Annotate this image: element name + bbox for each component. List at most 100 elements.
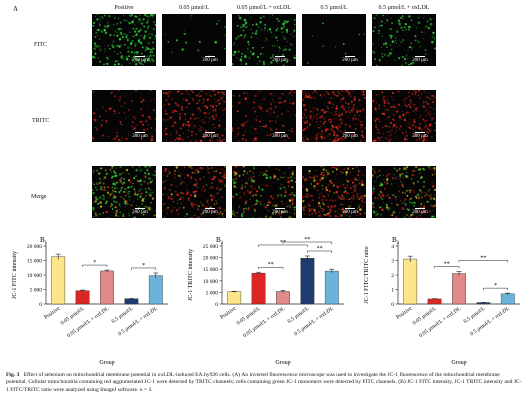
bar <box>100 270 114 305</box>
bar <box>452 273 466 305</box>
category-label: Positive <box>43 305 61 320</box>
scale-bar-label: 200 µm <box>272 210 288 215</box>
y-axis-label: JC-1 TRITC intensity <box>188 249 194 301</box>
y-tick-label: 10 000 <box>203 279 218 285</box>
bar <box>500 293 515 305</box>
scale-bar: 200 µm <box>270 132 290 139</box>
bar <box>476 302 491 305</box>
scale-bar-label: 200 µm <box>202 210 218 215</box>
chart-b2: B₂ 0 5 000 10 000 15 000 20 000 25 000 JC-1 TRI… <box>188 236 344 366</box>
scale-bar: 200 µm <box>130 132 150 139</box>
panel-letter: B₃ <box>392 236 400 244</box>
row-label-tritc: TRITC <box>32 118 50 124</box>
scale-bar: 200 µm <box>130 56 150 63</box>
caption-text: Effect of selenium on mitochondrial memb… <box>6 372 522 393</box>
micrograph-merge-3: 200 µm <box>232 166 296 218</box>
scale-bar: 200 µm <box>200 132 220 139</box>
micrograph-tritc-2: 200 µm <box>162 90 226 142</box>
significance-marker: ** <box>268 262 274 268</box>
x-axis-label: Group <box>275 360 290 366</box>
y-tick-label: 1 <box>391 288 394 294</box>
scale-bar-label: 200 µm <box>202 58 218 63</box>
panel-letter: B₂ <box>216 236 224 244</box>
scale-bar-label: 200 µm <box>272 134 288 139</box>
chart-b1: B₁ 0 5 000 10 000 15 000 20 000 JC-1 FITC inte… <box>12 236 168 366</box>
scale-bar: 200 µm <box>270 208 290 215</box>
scale-bar: 200 µm <box>130 208 150 215</box>
scale-bar: 200 µm <box>340 132 360 139</box>
scale-bar-label: 200 µm <box>342 134 358 139</box>
scale-bar-label: 200 µm <box>342 210 358 215</box>
category-label: Positive <box>219 305 237 320</box>
significance-bracket <box>282 241 333 244</box>
scale-bar-line <box>275 208 285 209</box>
category-label: 0.05 µmol/L + oxLDL <box>66 305 110 339</box>
significance-bracket <box>258 266 284 270</box>
y-tick-label: 25 000 <box>203 244 218 250</box>
column-header-05-oxldl: 0.5 µmol/L + oxLDL <box>378 5 430 11</box>
micrograph-tritc-5: 200 µm <box>372 90 436 142</box>
significance-marker: ** <box>317 246 323 252</box>
chart-b3: B₃ 0 1 2 3 4 JC-1 FITC/TRITC ratio Positive 0.05… <box>364 236 520 366</box>
y-tick-label: 0 <box>391 302 394 308</box>
scale-bar-line <box>345 132 355 133</box>
y-axis-label: JC-1 FITC intensity <box>12 251 18 299</box>
y-tick-label: 0 <box>39 302 42 308</box>
significance-marker: * <box>494 283 497 289</box>
significance-marker: ** <box>444 261 450 267</box>
significance-bracket <box>82 264 108 268</box>
scale-bar: 200 µm <box>410 132 430 139</box>
significance-marker: * <box>93 260 96 266</box>
bar <box>403 258 418 305</box>
micrograph-merge-5: 200 µm <box>372 166 436 218</box>
column-header-positive: Positive <box>114 5 134 11</box>
micrograph-fitc-1: 200 µm <box>92 14 156 66</box>
row-label-merge: Merge <box>31 194 47 200</box>
y-tick-label: 20 000 <box>203 256 218 262</box>
scale-bar-label: 200 µm <box>132 134 148 139</box>
scale-bar-line <box>205 56 215 57</box>
bar <box>148 275 163 305</box>
scale-bar: 200 µm <box>340 56 360 63</box>
scale-bar: 200 µm <box>200 56 220 63</box>
scale-bar-label: 200 µm <box>272 58 288 63</box>
scale-bar-line <box>415 56 425 57</box>
significance-bracket <box>458 260 509 263</box>
micrograph-tritc-3: 200 µm <box>232 90 296 142</box>
scale-bar-line <box>345 56 355 57</box>
scale-bar-line <box>135 132 145 133</box>
scale-bar-line <box>135 56 145 57</box>
column-header-05: 0.5 µmol/L <box>320 5 348 11</box>
column-header-005: 0.05 µmol/L <box>178 5 210 11</box>
significance-bracket <box>131 267 157 270</box>
micrograph-fitc-5: 200 µm <box>372 14 436 66</box>
column-header-005-oxldl: 0.05 µmol/L + oxLDL <box>237 5 291 11</box>
scale-bar: 200 µm <box>410 208 430 215</box>
scale-bar-line <box>415 132 425 133</box>
bar <box>251 272 266 305</box>
y-axis-label: JC-1 FITC/TRITC ratio <box>364 246 370 303</box>
scale-bar-line <box>415 208 425 209</box>
micrograph-fitc-4: 200 µm <box>302 14 366 66</box>
micrograph-fitc-2: 200 µm <box>162 14 226 66</box>
scale-bar-line <box>205 208 215 209</box>
scale-bar-line <box>275 132 285 133</box>
y-tick-label: 10 000 <box>27 273 42 279</box>
scale-bar-label: 200 µm <box>412 58 428 63</box>
micrograph-merge-4: 200 µm <box>302 166 366 218</box>
bar <box>75 290 90 305</box>
y-tick-label: 15 000 <box>203 267 218 273</box>
scale-bar: 200 µm <box>340 208 360 215</box>
bar <box>427 298 442 305</box>
scale-bar-line <box>135 208 145 209</box>
scale-bar-line <box>205 132 215 133</box>
y-tick-label: 5 000 <box>30 288 43 294</box>
scale-bar-label: 200 µm <box>132 58 148 63</box>
category-label: 0.05 µmol/L + oxLDL <box>418 305 462 339</box>
y-tick-label: 3 <box>391 259 394 265</box>
y-tick-label: 15 000 <box>27 259 42 265</box>
scale-bar-line <box>345 208 355 209</box>
panel-a-label: A <box>13 5 19 13</box>
row-label-fitc: FITC <box>34 42 48 48</box>
y-tick-label: 20 000 <box>27 244 42 250</box>
